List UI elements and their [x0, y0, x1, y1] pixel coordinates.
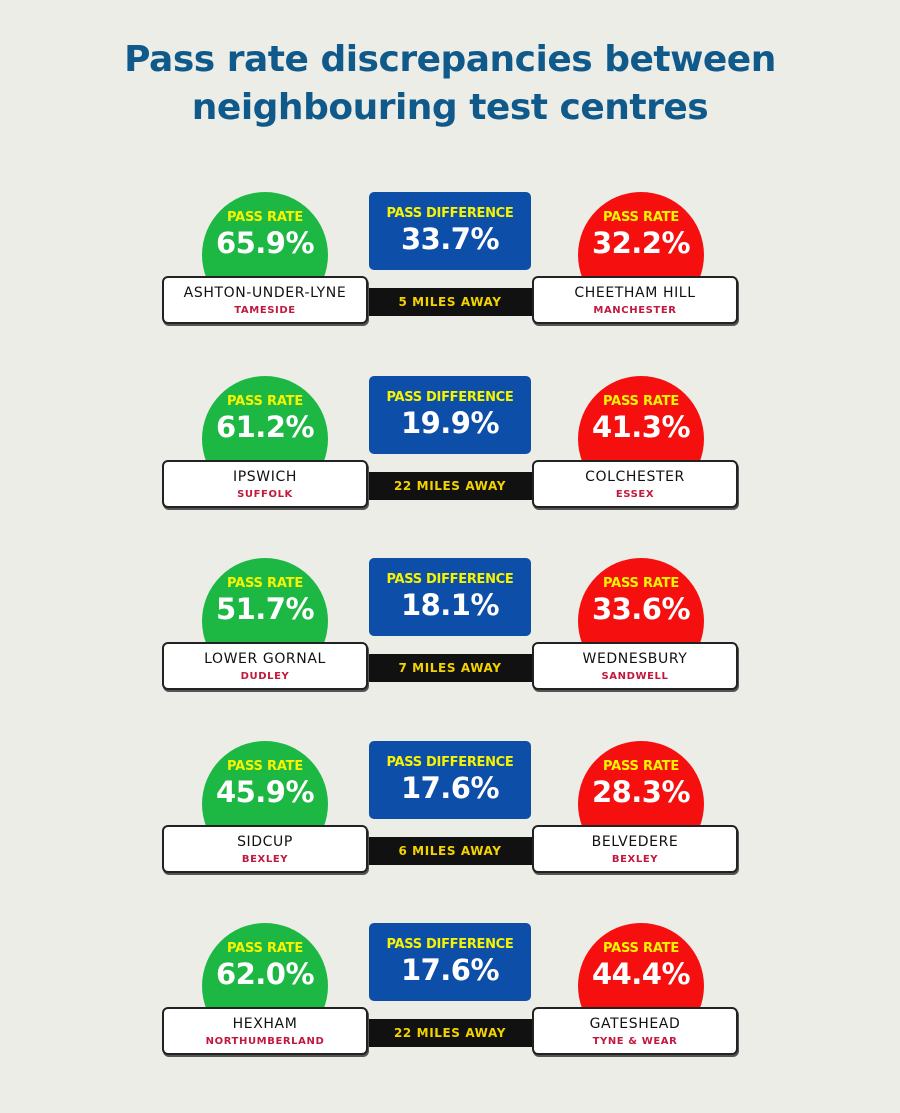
centre-name: CHEETHAM HILL — [574, 285, 696, 301]
centre-region: BEXLEY — [611, 854, 659, 865]
left-centre-sign: HEXHAM NORTHUMBERLAND — [162, 1007, 368, 1055]
page-title: Pass rate discrepancies between neighbou… — [0, 36, 900, 132]
centre-region: DUDLEY — [240, 671, 290, 682]
centre-region: MANCHESTER — [593, 305, 677, 316]
pass-rate-label: PASS RATE — [226, 210, 304, 225]
pass-rate-label: PASS RATE — [226, 394, 304, 409]
pass-rate-value: 41.3% — [591, 410, 691, 444]
pass-difference-label: PASS DIFFERENCE — [386, 755, 514, 770]
pass-difference-value: 19.9% — [400, 406, 500, 440]
pass-rate-value: 51.7% — [215, 592, 315, 626]
right-centre-sign: GATESHEAD TYNE & WEAR — [532, 1007, 738, 1055]
centre-name: COLCHESTER — [585, 469, 685, 485]
centre-region: SUFFOLK — [237, 489, 293, 500]
page-title-line-1: Pass rate discrepancies between — [124, 39, 776, 80]
pass-rate-label: PASS RATE — [602, 759, 680, 774]
centre-name: HEXHAM — [232, 1016, 298, 1032]
pass-difference-box: PASS DIFFERENCE 18.1% — [369, 558, 531, 636]
centre-region: BEXLEY — [241, 854, 289, 865]
pass-rate-label: PASS RATE — [602, 576, 680, 591]
pass-rate-value: 33.6% — [591, 592, 691, 626]
pass-rate-value: 32.2% — [591, 226, 691, 260]
pass-difference-label: PASS DIFFERENCE — [386, 390, 514, 405]
distance-bar: 22 MILES AWAY — [364, 472, 536, 500]
pass-rate-label: PASS RATE — [602, 394, 680, 409]
pass-difference-value: 17.6% — [400, 771, 500, 805]
comparison-row: PASS RATE 45.9% PASS DIFFERENCE 17.6% PA… — [0, 741, 900, 901]
pass-rate-value: 44.4% — [591, 957, 691, 991]
centre-region: SANDWELL — [601, 671, 669, 682]
pass-rate-value: 61.2% — [215, 410, 315, 444]
pass-difference-label: PASS DIFFERENCE — [386, 572, 514, 587]
pass-difference-value: 33.7% — [400, 222, 500, 256]
left-centre-sign: LOWER GORNAL DUDLEY — [162, 642, 368, 690]
pass-difference-value: 18.1% — [400, 588, 500, 622]
pass-rate-label: PASS RATE — [226, 759, 304, 774]
right-centre-sign: CHEETHAM HILL MANCHESTER — [532, 276, 738, 324]
centre-name: LOWER GORNAL — [204, 651, 326, 667]
centre-region: NORTHUMBERLAND — [205, 1036, 325, 1047]
centre-region: TYNE & WEAR — [592, 1036, 678, 1047]
pass-difference-label: PASS DIFFERENCE — [386, 206, 514, 221]
right-centre-sign: WEDNESBURY SANDWELL — [532, 642, 738, 690]
pass-rate-value: 65.9% — [215, 226, 315, 260]
pass-rate-label: PASS RATE — [602, 941, 680, 956]
distance-bar: 6 MILES AWAY — [364, 837, 536, 865]
pass-difference-value: 17.6% — [400, 953, 500, 987]
distance-bar: 22 MILES AWAY — [364, 1019, 536, 1047]
pass-rate-label: PASS RATE — [226, 941, 304, 956]
centre-name: GATESHEAD — [589, 1016, 681, 1032]
pass-rate-value: 28.3% — [591, 775, 691, 809]
comparison-row: PASS RATE 51.7% PASS DIFFERENCE 18.1% PA… — [0, 558, 900, 718]
pass-rate-value: 45.9% — [215, 775, 315, 809]
pass-difference-box: PASS DIFFERENCE 33.7% — [369, 192, 531, 270]
centre-name: BELVEDERE — [591, 834, 679, 850]
pass-rate-label: PASS RATE — [226, 576, 304, 591]
pass-difference-box: PASS DIFFERENCE 17.6% — [369, 923, 531, 1001]
comparison-row: PASS RATE 61.2% PASS DIFFERENCE 19.9% PA… — [0, 376, 900, 536]
centre-region: TAMESIDE — [234, 305, 296, 316]
right-centre-sign: BELVEDERE BEXLEY — [532, 825, 738, 873]
comparison-row: PASS RATE 62.0% PASS DIFFERENCE 17.6% PA… — [0, 923, 900, 1083]
left-centre-sign: ASHTON-UNDER-LYNE TAMESIDE — [162, 276, 368, 324]
page-title-line-2: neighbouring test centres — [191, 87, 709, 128]
distance-bar: 5 MILES AWAY — [364, 288, 536, 316]
left-centre-sign: IPSWICH SUFFOLK — [162, 460, 368, 508]
comparison-row: PASS RATE 65.9% PASS DIFFERENCE 33.7% PA… — [0, 192, 900, 352]
pass-rate-label: PASS RATE — [602, 210, 680, 225]
left-centre-sign: SIDCUP BEXLEY — [162, 825, 368, 873]
centre-region: ESSEX — [615, 489, 655, 500]
distance-bar: 7 MILES AWAY — [364, 654, 536, 682]
centre-name: SIDCUP — [237, 834, 293, 850]
centre-name: IPSWICH — [233, 469, 297, 485]
pass-difference-label: PASS DIFFERENCE — [386, 937, 514, 952]
centre-name: ASHTON-UNDER-LYNE — [183, 285, 347, 301]
pass-rate-value: 62.0% — [215, 957, 315, 991]
pass-difference-box: PASS DIFFERENCE 17.6% — [369, 741, 531, 819]
pass-difference-box: PASS DIFFERENCE 19.9% — [369, 376, 531, 454]
centre-name: WEDNESBURY — [582, 651, 688, 667]
right-centre-sign: COLCHESTER ESSEX — [532, 460, 738, 508]
